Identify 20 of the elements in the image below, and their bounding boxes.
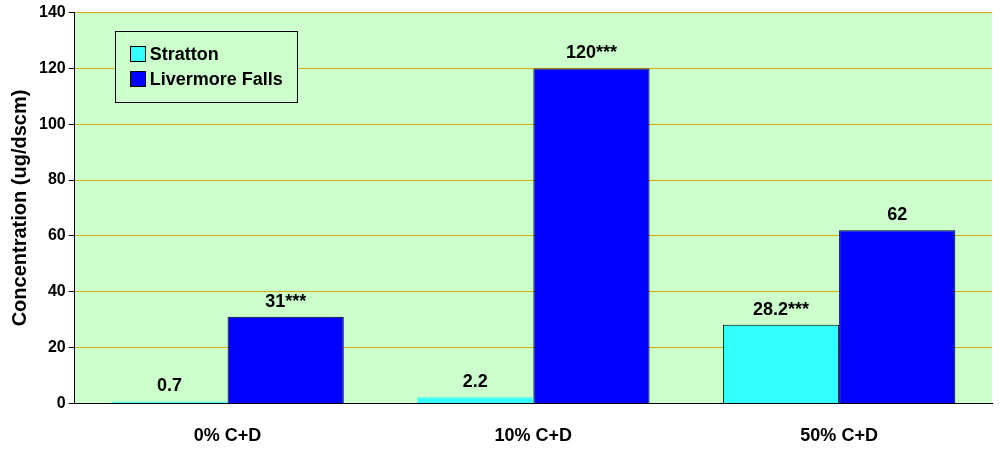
x-tick-label: 50% C+D (800, 425, 878, 446)
y-tick-label: 20 (47, 337, 66, 355)
y-tick-label: 100 (38, 114, 66, 132)
y-tick-label: 0 (56, 393, 66, 411)
y-tick-label: 120 (38, 58, 66, 76)
legend-label: Livermore Falls (149, 68, 283, 90)
y-tick-label: 40 (47, 282, 66, 300)
data-label: 0.7 (156, 375, 182, 396)
data-label: 28.2*** (752, 298, 810, 319)
y-tick-label: 140 (38, 3, 66, 21)
x-tick-label: 0% C+D (193, 425, 262, 446)
x-tick-label: 10% C+D (494, 425, 573, 446)
y-tick-label: 60 (47, 226, 66, 244)
data-label: 62 (887, 204, 908, 225)
data-label: 2.2 (462, 371, 488, 392)
y-tick-label: 80 (47, 170, 66, 188)
legend-label: Stratton (149, 43, 219, 65)
y-axis-title: Concentration (ug/dscm) (7, 89, 30, 327)
data-label: 120*** (565, 42, 617, 63)
data-label: 31*** (265, 290, 307, 311)
